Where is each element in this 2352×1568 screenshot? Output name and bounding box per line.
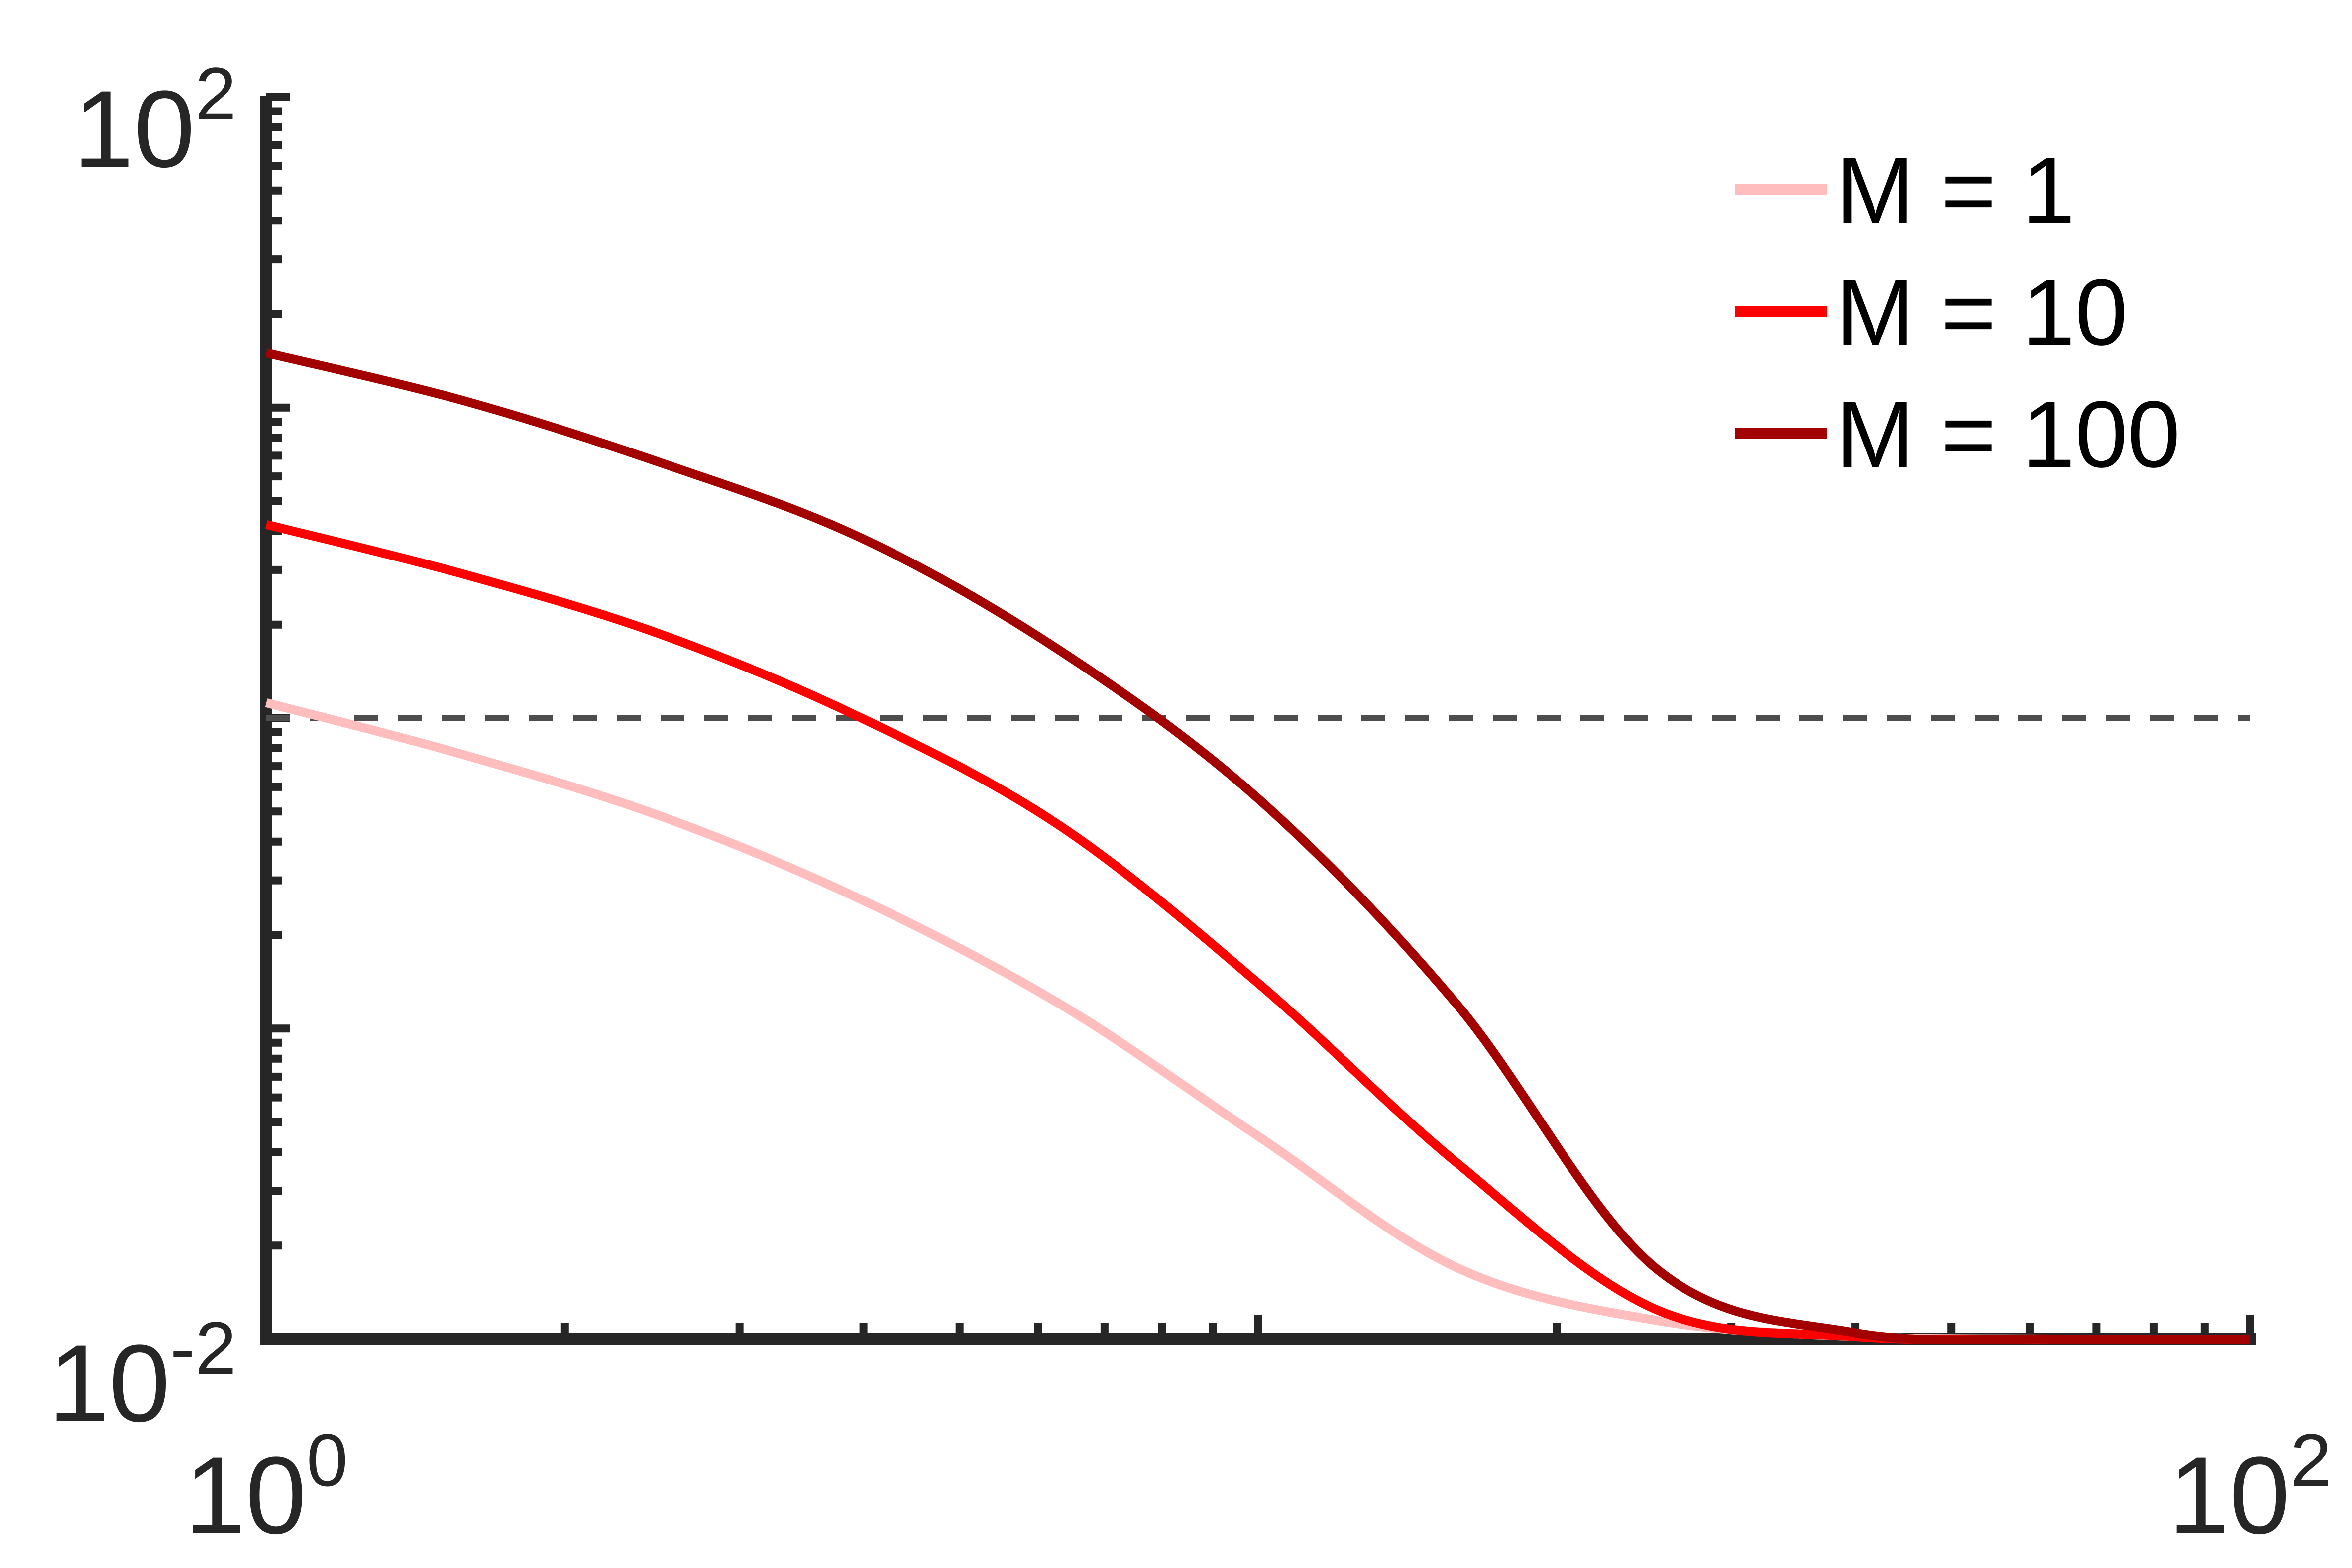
x-tick-label-max: 102 bbox=[2168, 1418, 2332, 1557]
legend-label-2: M = 10 bbox=[1836, 260, 2128, 365]
series-group bbox=[265, 348, 2250, 1344]
y-tick-label-max: 102 bbox=[73, 52, 236, 190]
tick-labels: 10-2 102 100 102 bbox=[48, 52, 2332, 1557]
legend-label-3: M = 100 bbox=[1836, 382, 2180, 487]
series-line-3 bbox=[265, 348, 2250, 1344]
series-line-2 bbox=[265, 520, 2250, 1344]
x-tick-label-min: 100 bbox=[185, 1418, 348, 1557]
legend: M = 1 M = 10 M = 100 bbox=[1735, 138, 2180, 487]
legend-label-1: M = 1 bbox=[1836, 138, 2075, 243]
y-tick-label-min: 10-2 bbox=[48, 1306, 236, 1445]
